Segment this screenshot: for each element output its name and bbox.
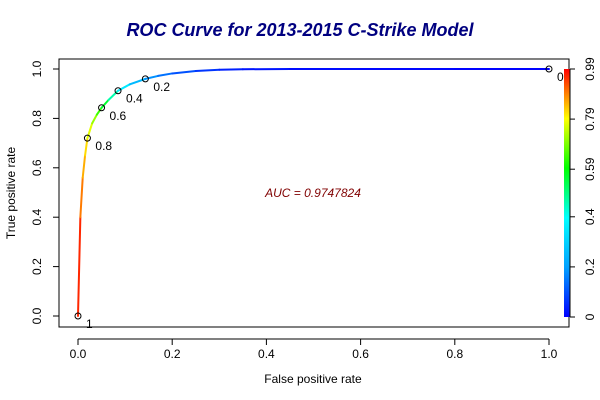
y-axis-label: True positive rate [4, 147, 18, 240]
roc-curve-segment [157, 72, 174, 77]
colorbar-tick-label: 0 [583, 313, 597, 320]
cutoff-label: 0 [557, 70, 564, 84]
x-tick-label: 0.4 [258, 347, 275, 361]
roc-curve [77, 68, 550, 317]
cutoff-marker [545, 65, 553, 73]
cutoff-label: 0.6 [110, 109, 127, 123]
roc-curve-segment [107, 89, 120, 101]
y-tick-label: 0.0 [30, 307, 44, 324]
roc-curve-segment [77, 216, 82, 317]
cutoff-label: 0.8 [95, 139, 112, 153]
cutoff-marker [114, 87, 122, 95]
y-tick-label: 0.2 [30, 258, 44, 275]
y-tick-label: 0.8 [30, 110, 44, 127]
cutoff-label: 0.2 [153, 80, 170, 94]
x-axis: 0.0 0.2 0.4 0.6 0.8 1.0 [70, 338, 558, 361]
auc-annotation: AUC = 0.9747824 [264, 186, 361, 200]
cutoff-label: 0.4 [126, 92, 143, 106]
roc-curve-segment [81, 154, 87, 179]
x-tick-label: 1.0 [541, 347, 558, 361]
roc-curve-segment [117, 83, 131, 92]
y-tick-label: 1.0 [30, 60, 44, 77]
cutoff-label: 1 [86, 317, 93, 331]
cutoff-marker [98, 104, 106, 112]
roc-curve-segment [171, 69, 197, 75]
roc-curve-segment [91, 113, 98, 125]
colorbar-tick-label: 0.59 [583, 157, 597, 181]
cutoff-markers: 1 0.8 0.6 0.4 0.2 0 [74, 65, 564, 331]
x-tick-label: 0.8 [446, 347, 463, 361]
colorbar-tick-label: 0.4 [583, 208, 597, 225]
colorbar-tick-label: 0.79 [583, 107, 597, 131]
roc-curve-segment [128, 77, 147, 86]
roc-curve-segment [79, 176, 84, 219]
roc-curve-segment [100, 98, 110, 109]
roc-curve-segment [144, 74, 160, 80]
x-axis-label: False positive rate [264, 372, 362, 386]
colorbar [564, 69, 570, 317]
colorbar-tick-label: 0.99 [583, 57, 597, 81]
colorbar-axis: 0 0.2 0.4 0.59 0.79 0.99 [569, 57, 597, 320]
roc-curve-segment [95, 106, 103, 116]
y-tick-label: 0.4 [30, 209, 44, 226]
x-tick-label: 0.6 [352, 347, 369, 361]
cutoff-marker [74, 312, 82, 320]
cutoff-marker [141, 75, 149, 83]
colorbar-tick-label: 0.2 [583, 258, 597, 275]
chart-title: ROC Curve for 2013-2015 C-Strike Model [126, 20, 474, 40]
x-tick-label: 0.2 [164, 347, 181, 361]
y-axis: 0.0 0.2 0.4 0.6 0.8 1.0 [30, 60, 60, 324]
cutoff-marker [83, 134, 91, 142]
roc-curve-segment [194, 68, 221, 72]
y-tick-label: 0.6 [30, 159, 44, 176]
x-tick-label: 0.0 [70, 347, 87, 361]
